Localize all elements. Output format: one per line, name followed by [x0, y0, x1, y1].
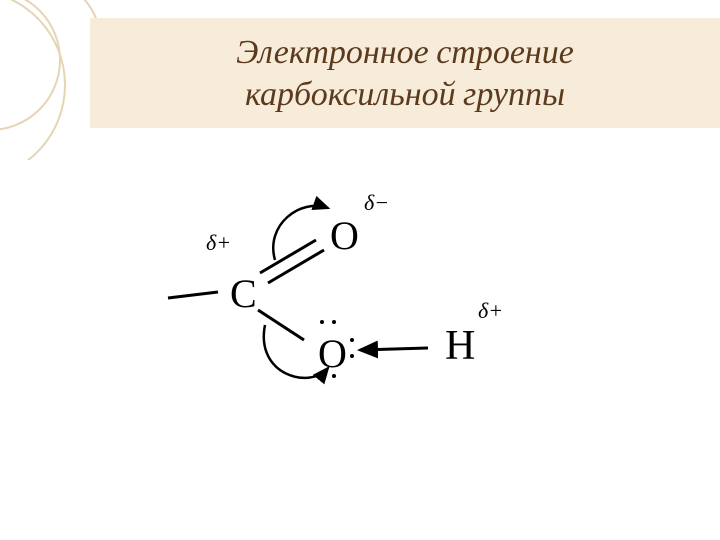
deco-arc-1 — [0, 0, 60, 130]
bond-o2-h — [360, 348, 428, 350]
title-bar: Электронное строение карбоксильной групп… — [90, 18, 720, 128]
charge-h: δ+ — [478, 298, 503, 324]
lone-pair-dot — [332, 320, 336, 324]
atom-h: H — [445, 322, 475, 370]
title-line-1: Электронное строение — [236, 32, 574, 72]
bond-double-b — [268, 250, 324, 283]
atom-c: C — [230, 270, 257, 317]
title-line-2: карбоксильной группы — [245, 74, 565, 114]
atom-o1: O — [330, 212, 359, 259]
deco-arc-2 — [0, 0, 65, 160]
lone-pair-dot — [350, 338, 354, 342]
atom-o2: O — [318, 330, 347, 377]
slide-title: Электронное строение карбоксильной групп… — [236, 31, 574, 116]
charge-c: δ+ — [206, 230, 231, 256]
lone-pair-dot — [332, 374, 336, 378]
bond-left — [168, 292, 218, 298]
lone-pair-dot — [320, 320, 324, 324]
charge-o1: δ− — [364, 190, 389, 216]
carboxyl-diagram: C O O H δ+ δ− δ+ — [160, 170, 500, 400]
lone-pair-dot — [350, 354, 354, 358]
bond-double-a — [260, 240, 316, 273]
lone-pair-dot — [320, 374, 324, 378]
